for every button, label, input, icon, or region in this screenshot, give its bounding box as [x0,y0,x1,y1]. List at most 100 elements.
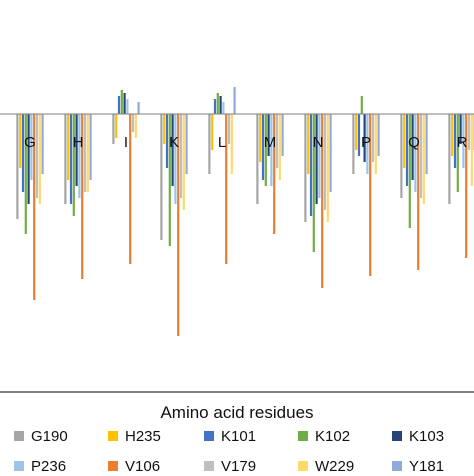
bar-H235-G [19,114,21,168]
bar-W229-R [471,114,473,186]
bar-G190-Q [400,114,402,198]
bar-V179-P [372,114,374,162]
bar-V179-R [468,114,470,150]
bar-K103-G [28,114,30,204]
category-label-P: P [361,134,371,151]
bar-K102-Q [409,114,411,228]
bar-V179-Q [420,114,422,198]
bar-H235-H [67,114,69,180]
legend-swatch [392,431,402,441]
bar-V179-L [228,114,230,144]
legend-label: V179 [221,458,256,475]
category-label-R: R [457,134,468,151]
bar-Y181-L [234,87,236,114]
bar-K101-P [358,114,360,156]
bar-Y181-M [282,114,284,156]
bar-G190-R [448,114,450,204]
bar-G190-P [352,114,354,174]
bar-W229-Q [423,114,425,204]
legend-swatch [298,461,308,471]
legend-item-W229: W229 [298,456,354,476]
bar-K101-H [70,114,72,204]
bar-V179-G [36,114,38,198]
bar-K101-N [310,114,312,216]
legend-label: V106 [125,458,160,475]
bar-P236-L [222,102,224,114]
bar-P236-K [174,114,176,204]
bar-K102-L [217,93,219,114]
category-label-M: M [264,134,277,151]
bar-K102-I [121,90,123,114]
legend-label: H235 [125,428,161,445]
bar-G190-M [256,114,258,204]
legend-label: G190 [31,428,68,445]
bar-P236-H [78,114,80,198]
bar-W229-H [87,114,89,192]
legend-label: W229 [315,458,354,475]
legend-item-Y181: Y181 [392,456,444,476]
bar-G190-H [64,114,66,204]
legend-label: K103 [409,428,444,445]
bar-W229-N [327,114,329,222]
bar-W229-M [279,114,281,180]
legend-swatch [14,431,24,441]
bar-G190-I [112,114,114,144]
bar-V106-M [273,114,275,234]
bar-Y181-K [186,114,188,174]
legend-row-1: G190 H235 K101 K102 K103 [0,426,474,446]
legend-item-K103: K103 [392,426,444,446]
legend-item-K102: K102 [298,426,350,446]
bar-K102-P [361,96,363,114]
legend-item-K101: K101 [204,426,256,446]
legend-title: Amino acid residues [0,403,474,423]
bar-H235-P [355,114,357,150]
bar-H235-R [451,114,453,156]
bar-Y181-N [330,114,332,192]
bar-Y181-H [90,114,92,180]
legend-swatch [204,431,214,441]
legend-label: K102 [315,428,350,445]
category-label-L: L [218,134,226,151]
bar-P236-N [318,114,320,198]
bar-H235-I [115,114,117,138]
bar-K101-K [166,114,168,168]
bar-V179-H [84,114,86,192]
legend-swatch [392,461,402,471]
bar-P236-Q [414,114,416,192]
bar-G190-G [16,114,18,219]
legend-label: P236 [31,458,66,475]
legend-item-H235: H235 [108,426,161,446]
category-label-I: I [124,134,128,151]
bar-K102-G [25,114,27,234]
bar-H235-L [211,114,213,150]
bar-W229-I [135,114,137,138]
bar-V179-K [180,114,182,198]
bar-W229-G [39,114,41,204]
bar-V179-N [324,114,326,210]
legend-item-V179: V179 [204,456,256,476]
bar-W229-L [231,114,233,174]
bar-W229-K [183,114,185,210]
bar-P236-I [126,99,128,114]
bar-H235-Q [403,114,405,168]
bar-K102-R [457,114,459,192]
bar-G190-K [160,114,162,240]
category-label-N: N [313,134,324,151]
bar-K101-L [214,99,216,114]
category-label-G: G [24,134,36,151]
category-label-Q: Q [408,134,420,151]
bar-W229-P [375,114,377,174]
bar-K101-I [118,96,120,114]
legend-swatch [298,431,308,441]
bar-V106-I [129,114,131,264]
bar-H235-N [307,114,309,174]
legend-item-V106: V106 [108,456,160,476]
legend-label: Y181 [409,458,444,475]
legend-swatch [108,431,118,441]
bar-K101-G [22,114,24,192]
bar-H235-M [259,114,261,162]
legend-label: K101 [221,428,256,445]
bar-V179-I [132,114,134,132]
category-label-K: K [169,134,179,151]
bar-G190-L [208,114,210,174]
